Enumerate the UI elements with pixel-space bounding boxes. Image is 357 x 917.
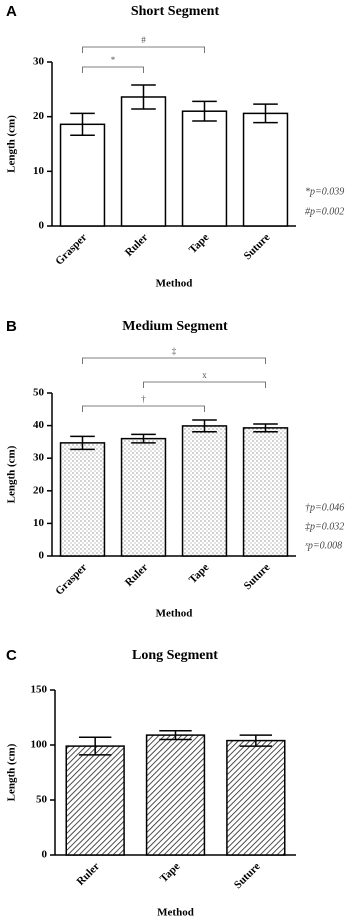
p-value-note: ‡p=0.032 [305, 521, 344, 532]
y-tick-label: 10 [33, 165, 45, 177]
y-tick-label: 10 [33, 517, 45, 529]
error-bar [70, 112, 95, 137]
y-tick-label: 30 [33, 56, 45, 68]
bar [65, 745, 125, 856]
bar [120, 437, 167, 557]
error-bar [253, 423, 278, 433]
bar [59, 123, 106, 227]
bar [120, 96, 167, 227]
significance-bracket [82, 46, 205, 53]
p-value-note: #p=0.002 [305, 206, 344, 217]
bar [145, 734, 206, 856]
x-tick-label: Tape [187, 561, 212, 586]
y-tick-label: 100 [31, 739, 48, 751]
x-tick-label: Suture [242, 231, 273, 262]
bar [242, 427, 289, 557]
chart-title: Short Segment [131, 4, 220, 19]
x-tick-label: Ruler [123, 561, 151, 589]
bar [242, 112, 289, 227]
panel-letter: B [6, 318, 17, 335]
significance-label: * [111, 55, 116, 65]
panel-letter: A [6, 3, 17, 20]
x-tick-label: Grasper [53, 231, 89, 267]
y-tick-label: 40 [33, 419, 45, 431]
y-tick-label: 150 [31, 684, 48, 696]
y-tick-label: 30 [33, 452, 45, 464]
error-bar [78, 736, 112, 756]
significance-bracket [143, 381, 266, 388]
significance-bracket [82, 405, 205, 412]
y-tick-label: 0 [42, 849, 48, 861]
error-bar [159, 729, 192, 741]
significance-label: x [202, 370, 207, 380]
bar [181, 110, 228, 227]
y-tick-label: 0 [39, 550, 45, 562]
bar [226, 739, 286, 856]
error-bar [131, 84, 156, 110]
x-tick-label: Tape [187, 231, 212, 256]
x-tick-label: Tape [158, 860, 183, 885]
chart-title: Long Segment [132, 648, 218, 663]
p-value-note: ˣp=0.008 [305, 540, 342, 551]
y-axis-label: Length (cm) [6, 115, 18, 173]
y-axis-label: Length (cm) [6, 743, 18, 801]
x-tick-label: Ruler [75, 860, 103, 888]
significance-label: ‡ [172, 346, 177, 356]
error-bar [192, 100, 217, 122]
x-tick-label: Suture [232, 860, 263, 891]
y-axis-label: Length (cm) [6, 445, 18, 503]
y-tick-label: 50 [36, 794, 48, 806]
y-tick-label: 20 [33, 110, 45, 122]
significance-bracket [82, 66, 144, 73]
x-axis-label: Method [156, 608, 193, 620]
x-tick-label: Ruler [123, 231, 151, 259]
x-tick-label: Grasper [53, 561, 89, 597]
y-tick-label: 20 [33, 484, 45, 496]
y-tick-label: 50 [33, 387, 45, 399]
chart-title: Medium Segment [122, 319, 228, 334]
x-axis-label: Method [157, 907, 194, 917]
y-tick-label: 0 [39, 220, 45, 232]
p-value-note: †p=0.046 [305, 502, 344, 513]
error-bar [253, 103, 278, 124]
x-tick-label: Suture [242, 561, 273, 592]
error-bar [192, 419, 217, 433]
error-bar [239, 734, 273, 747]
bar [181, 425, 228, 557]
significance-label: † [141, 394, 146, 404]
p-value-note: *p=0.039 [305, 186, 344, 197]
error-bar [131, 433, 156, 444]
significance-bracket [82, 357, 266, 364]
significance-label: # [141, 35, 146, 45]
x-axis-label: Method [156, 278, 193, 290]
bar [59, 442, 106, 557]
error-bar [70, 435, 95, 451]
panel-letter: C [6, 647, 17, 664]
